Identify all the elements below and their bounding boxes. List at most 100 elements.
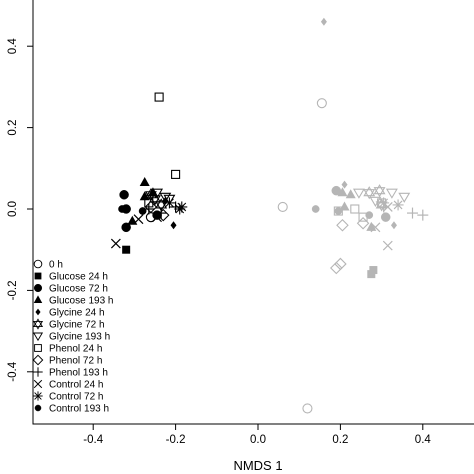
data-point	[417, 209, 429, 221]
data-point	[163, 194, 176, 205]
y-tick-label: 0.0	[7, 201, 19, 217]
legend-label: Phenol 72 h	[49, 356, 102, 367]
series	[162, 17, 397, 230]
legend-symbol	[33, 379, 43, 389]
data-point	[380, 212, 391, 222]
data-point	[121, 222, 131, 233]
data-point	[369, 266, 378, 275]
x-tick-label: -0.4	[83, 434, 103, 446]
legend-label: Glycine 193 h	[49, 332, 110, 343]
series	[163, 197, 404, 215]
data-point	[385, 188, 398, 199]
legend-symbol	[34, 404, 42, 412]
legend-label: Glucose 24 h	[49, 272, 108, 283]
legend-label: Glucose 72 h	[49, 284, 108, 295]
data-point	[176, 201, 188, 213]
legend-item: Glycine 72 h	[32, 318, 105, 331]
x-tick-label: 0.2	[332, 434, 348, 446]
series	[144, 200, 370, 275]
data-point	[122, 245, 131, 254]
data-point	[152, 212, 162, 223]
data-point	[133, 214, 144, 225]
legend-label: Phenol 193 h	[49, 368, 108, 379]
x-axis-label: NMDS 1	[233, 458, 282, 473]
legend-symbol	[33, 259, 43, 269]
legend-symbol	[32, 332, 44, 342]
data-point	[350, 204, 360, 214]
data-point	[382, 240, 393, 251]
data-point	[139, 177, 150, 187]
data-point	[370, 222, 381, 233]
data-point	[330, 261, 343, 275]
legend-item: Glucose 193 h	[33, 295, 114, 307]
data-point	[367, 270, 376, 279]
data-point	[337, 187, 348, 197]
legend-item: Glycine 193 h	[32, 332, 110, 343]
legend-item: Phenol 24 h	[34, 344, 102, 355]
data-point	[378, 197, 390, 209]
data-point	[110, 238, 121, 249]
data-point	[320, 17, 327, 26]
legend-item: Control 193 h	[34, 404, 109, 415]
legend-symbol	[32, 318, 44, 330]
legend-symbol	[34, 272, 42, 280]
legend-item: Control 72 h	[33, 391, 103, 403]
legend-label: Control 72 h	[49, 392, 103, 403]
legend-item: Glucose 72 h	[33, 283, 108, 295]
data-point	[159, 192, 172, 203]
legend-item: Control 24 h	[33, 379, 103, 391]
legend-item: 0 h	[33, 259, 63, 271]
data-point	[311, 205, 320, 213]
series	[122, 245, 378, 279]
data-points	[110, 17, 429, 414]
legend-symbol	[33, 367, 43, 377]
y-tick-label: 0.4	[7, 38, 19, 55]
data-point	[144, 200, 158, 214]
series	[144, 92, 387, 222]
data-point	[365, 211, 374, 219]
data-point	[316, 98, 327, 109]
data-point	[302, 403, 313, 414]
legend-item: Phenol 193 h	[33, 367, 108, 379]
data-point	[352, 188, 365, 199]
legend-label: Phenol 24 h	[49, 344, 102, 355]
data-point	[119, 190, 129, 200]
data-point	[390, 221, 397, 230]
series	[118, 205, 374, 219]
data-point	[333, 206, 343, 216]
data-point	[171, 169, 181, 179]
data-point	[154, 92, 164, 102]
y-tick-label: -0.2	[7, 280, 19, 300]
legend-symbol	[35, 308, 41, 316]
y-tick-label: -0.4	[7, 361, 19, 381]
legend-symbol	[32, 354, 44, 366]
legend-item: Glucose 24 h	[34, 272, 108, 283]
data-point	[334, 207, 343, 215]
series	[145, 98, 327, 414]
axes: -0.4 -0.2 0.0 0.2 0.4 -0.4 -0.2 0.0 0.2 0.4	[7, 38, 431, 446]
data-point	[336, 219, 349, 232]
legend-label: Control 24 h	[49, 380, 103, 391]
data-point	[392, 199, 404, 211]
data-point	[170, 221, 177, 230]
x-tick-label: -0.2	[166, 434, 186, 446]
data-point	[163, 197, 175, 209]
data-point	[363, 186, 376, 200]
plot-box	[32, 0, 474, 425]
data-point	[356, 216, 370, 230]
legend-item: Glycine 24 h	[35, 308, 105, 319]
legend-symbol	[33, 283, 43, 293]
data-point	[407, 207, 418, 219]
data-point	[118, 205, 126, 213]
legend-label: 0 h	[49, 260, 63, 271]
data-point	[341, 180, 348, 189]
data-point	[138, 207, 147, 215]
legend-label: Glycine 24 h	[49, 308, 105, 319]
legend-symbol	[34, 344, 42, 352]
x-tick-label: 0.4	[415, 434, 432, 446]
data-point	[373, 184, 386, 198]
legend-label: Control 193 h	[49, 404, 109, 415]
legend-symbol	[33, 391, 43, 401]
